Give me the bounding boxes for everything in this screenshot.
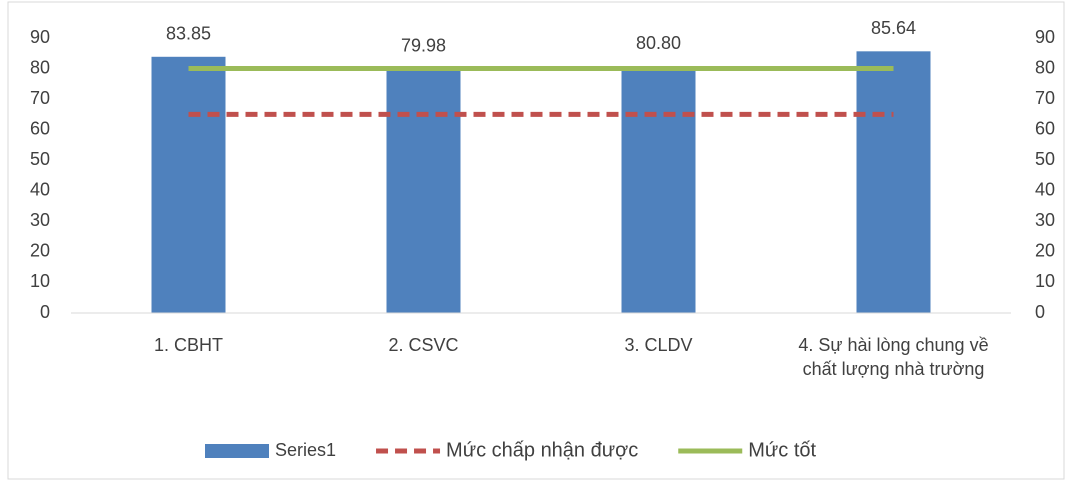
y2-tick-label: 80 bbox=[1035, 57, 1055, 77]
y2-tick-label: 30 bbox=[1035, 210, 1055, 230]
x-tick-label-line: chất lượng nhà trường bbox=[803, 359, 985, 379]
y-tick-label: 10 bbox=[30, 271, 50, 291]
data-label: 79.98 bbox=[401, 35, 446, 55]
legend-label: Series1 bbox=[275, 440, 336, 460]
y-tick-label: 30 bbox=[30, 210, 50, 230]
y2-tick-label: 40 bbox=[1035, 180, 1055, 200]
y2-tick-label: 90 bbox=[1035, 27, 1055, 47]
x-tick-label: 4. Sự hài lòng chung về chất lượng nhà tr… bbox=[798, 335, 988, 379]
legend-label: Mức chấp nhận được bbox=[446, 439, 638, 461]
y2-tick-label: 0 bbox=[1035, 302, 1045, 322]
data-label: 83.85 bbox=[166, 24, 211, 44]
legend-label: Mức tốt bbox=[748, 439, 816, 461]
y2-tick-label: 10 bbox=[1035, 271, 1055, 291]
y2-tick-label: 60 bbox=[1035, 118, 1055, 138]
bar bbox=[621, 66, 696, 313]
y2-tick-label: 70 bbox=[1035, 88, 1055, 108]
y2-tick-label: 20 bbox=[1035, 241, 1055, 261]
bar bbox=[151, 56, 226, 314]
y-tick-label: 90 bbox=[30, 27, 50, 47]
data-label: 80.80 bbox=[636, 33, 681, 53]
x-tick-label-line: 4. Sự hài lòng chung về bbox=[798, 335, 988, 355]
data-label: 85.64 bbox=[871, 18, 916, 38]
y-tick-label: 0 bbox=[40, 302, 50, 322]
y-tick-label: 60 bbox=[30, 118, 50, 138]
legend-swatch bbox=[205, 444, 269, 458]
y-tick-label: 20 bbox=[30, 241, 50, 261]
y2-tick-label: 50 bbox=[1035, 149, 1055, 169]
y-tick-label: 70 bbox=[30, 88, 50, 108]
x-tick-label: 3. CLDV bbox=[624, 335, 692, 355]
y-tick-label: 40 bbox=[30, 180, 50, 200]
x-tick-label: 1. CBHT bbox=[154, 335, 223, 355]
y-tick-label: 50 bbox=[30, 149, 50, 169]
x-tick-label: 2. CSVC bbox=[388, 335, 458, 355]
bar bbox=[856, 51, 931, 313]
y-tick-label: 80 bbox=[30, 57, 50, 77]
bar bbox=[386, 68, 461, 313]
